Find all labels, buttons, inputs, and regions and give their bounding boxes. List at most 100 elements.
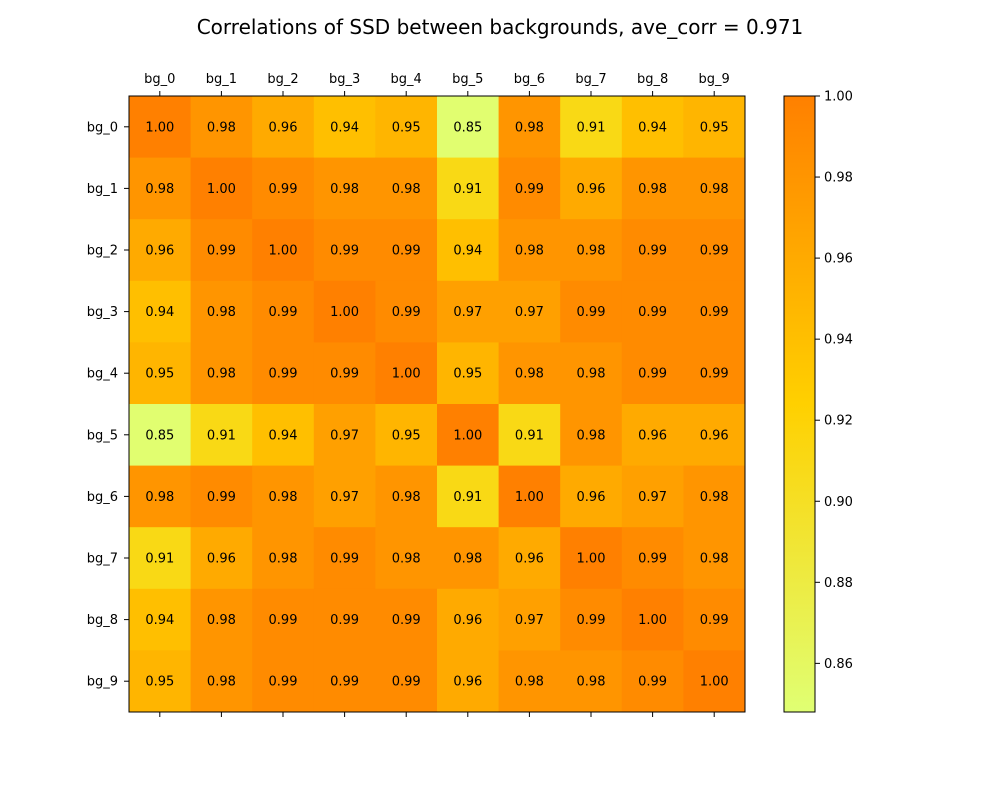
- cell-value-label: 0.98: [577, 367, 606, 382]
- heatmap-cell-bg_7-bg_2: [252, 527, 315, 590]
- x-tick-label: bg_5: [452, 72, 483, 87]
- heatmap-cell-bg_8-bg_0: [129, 588, 192, 651]
- cell-value-label: 0.98: [700, 552, 729, 567]
- cell-value-label: 0.99: [269, 305, 298, 320]
- heatmap-cell-bg_3-bg_6: [498, 280, 561, 343]
- cell-value-label: 1.00: [392, 367, 421, 382]
- heatmap-cell-bg_8-bg_7: [560, 588, 623, 651]
- y-tick-label: bg_3: [87, 305, 118, 320]
- heatmap-cell-bg_8-bg_8: [621, 588, 684, 651]
- y-tick-label: bg_7: [87, 552, 118, 567]
- heatmap-cell-bg_6-bg_3: [313, 465, 376, 528]
- cell-value-label: 1.00: [515, 490, 544, 505]
- heatmap-cell-bg_0-bg_0: [129, 96, 192, 159]
- cell-value-label: 0.91: [453, 490, 482, 505]
- cell-value-label: 0.98: [515, 675, 544, 690]
- cell-value-label: 0.85: [145, 428, 174, 443]
- heatmap-cell-bg_1-bg_7: [560, 157, 623, 220]
- heatmap-cell-bg_1-bg_3: [313, 157, 376, 220]
- colorbar-tick-label: 1.00: [824, 90, 853, 105]
- heatmap-cell-bg_7-bg_1: [190, 527, 253, 590]
- cell-value-label: 0.98: [392, 182, 421, 197]
- heatmap-cell-bg_1-bg_0: [129, 157, 192, 220]
- cell-value-labels: 1.00 0.98 0.96 0.94 0.95 0.85 0.98 0.91 0.94 0.95…: [145, 120, 728, 689]
- heatmap-cell-bg_3-bg_7: [560, 280, 623, 343]
- x-axis: bg_0 bg_1 bg_2 bg_3 bg_4 bg_5 bg_6 bg_7 bg_8 bg_9: [144, 72, 730, 717]
- cell-value-label: 0.98: [515, 367, 544, 382]
- cell-value-label: 0.98: [515, 244, 544, 259]
- cell-value-label: 0.96: [145, 244, 174, 259]
- cell-value-label: 0.98: [207, 367, 236, 382]
- y-axis: bg_0 bg_1 bg_2 bg_3 bg_4 bg_5 bg_6 bg_7 bg_8 bg_9: [87, 120, 129, 690]
- heatmap-cell-bg_7-bg_5: [437, 527, 500, 590]
- cell-value-label: 1.00: [577, 552, 606, 567]
- heatmap-cell-bg_3-bg_8: [621, 280, 684, 343]
- heatmap-cell-bg_9-bg_1: [190, 650, 253, 713]
- heatmap-cell-bg_2-bg_7: [560, 219, 623, 282]
- heatmap-cell-bg_7-bg_9: [683, 527, 746, 590]
- cell-value-label: 0.96: [269, 120, 298, 135]
- cell-value-label: 0.98: [700, 182, 729, 197]
- cell-value-label: 0.95: [700, 120, 729, 135]
- cell-value-label: 0.99: [269, 182, 298, 197]
- cell-value-label: 0.98: [392, 490, 421, 505]
- cell-value-label: 0.91: [145, 552, 174, 567]
- cell-value-label: 0.99: [638, 367, 667, 382]
- cell-value-label: 0.96: [207, 552, 236, 567]
- cell-value-label: 0.97: [515, 613, 544, 628]
- heatmap-cell-bg_6-bg_2: [252, 465, 315, 528]
- heatmap-cell-bg_3-bg_2: [252, 280, 315, 343]
- heatmap-cell-bg_4-bg_0: [129, 342, 192, 405]
- heatmap-cell-bg_2-bg_2: [252, 219, 315, 282]
- cell-value-label: 0.96: [453, 675, 482, 690]
- heatmap-cell-bg_9-bg_9: [683, 650, 746, 713]
- cell-value-label: 0.98: [577, 428, 606, 443]
- x-tick-label: bg_8: [637, 72, 668, 87]
- x-tick-label: bg_3: [329, 72, 360, 87]
- cell-value-label: 0.98: [207, 675, 236, 690]
- heatmap-cell-bg_4-bg_8: [621, 342, 684, 405]
- cell-value-label: 0.99: [330, 675, 359, 690]
- cell-value-label: 0.99: [638, 244, 667, 259]
- cell-value-label: 0.99: [207, 490, 236, 505]
- heatmap-cell-bg_0-bg_9: [683, 96, 746, 159]
- heatmap-cell-bg_0-bg_6: [498, 96, 561, 159]
- heatmap-cell-bg_0-bg_7: [560, 96, 623, 159]
- heatmap-cell-bg_5-bg_0: [129, 404, 192, 467]
- cell-value-label: 0.95: [145, 675, 174, 690]
- heatmap-cell-bg_9-bg_8: [621, 650, 684, 713]
- cell-value-label: 0.94: [145, 305, 174, 320]
- cell-value-label: 0.94: [638, 120, 667, 135]
- cell-value-label: 0.98: [700, 490, 729, 505]
- cell-value-label: 0.91: [577, 120, 606, 135]
- x-tick-label: bg_0: [144, 72, 175, 87]
- heatmap-cell-bg_9-bg_3: [313, 650, 376, 713]
- cell-value-label: 0.98: [207, 613, 236, 628]
- x-tick-label: bg_2: [267, 72, 298, 87]
- y-tick-label: bg_9: [87, 675, 118, 690]
- heatmap-cell-bg_7-bg_0: [129, 527, 192, 590]
- heatmap-cell-bg_7-bg_6: [498, 527, 561, 590]
- cell-value-label: 0.99: [700, 244, 729, 259]
- colorbar-tick-label: 0.98: [824, 171, 853, 186]
- cell-value-label: 1.00: [453, 428, 482, 443]
- heatmap-cell-bg_9-bg_7: [560, 650, 623, 713]
- heatmap-cell-bg_8-bg_2: [252, 588, 315, 651]
- heatmap-cell-bg_5-bg_9: [683, 404, 746, 467]
- colorbar: 0.86 0.88 0.90 0.92 0.94 0.96 0.98 1.00: [783, 90, 853, 713]
- heatmap-cell-bg_2-bg_8: [621, 219, 684, 282]
- x-tick-label: bg_1: [206, 72, 237, 87]
- colorbar-tick-label: 0.86: [824, 657, 853, 672]
- heatmap-cell-bg_4-bg_7: [560, 342, 623, 405]
- heatmap-cell-bg_2-bg_3: [313, 219, 376, 282]
- heatmap-cell-bg_6-bg_5: [437, 465, 500, 528]
- heatmap-cell-bg_6-bg_9: [683, 465, 746, 528]
- cell-value-label: 0.99: [392, 244, 421, 259]
- heatmap-cell-bg_5-bg_6: [498, 404, 561, 467]
- cell-value-label: 0.99: [330, 552, 359, 567]
- cell-value-label: 0.99: [700, 613, 729, 628]
- cell-value-label: 0.99: [638, 552, 667, 567]
- heatmap-cell-bg_8-bg_4: [375, 588, 438, 651]
- cell-value-label: 1.00: [638, 613, 667, 628]
